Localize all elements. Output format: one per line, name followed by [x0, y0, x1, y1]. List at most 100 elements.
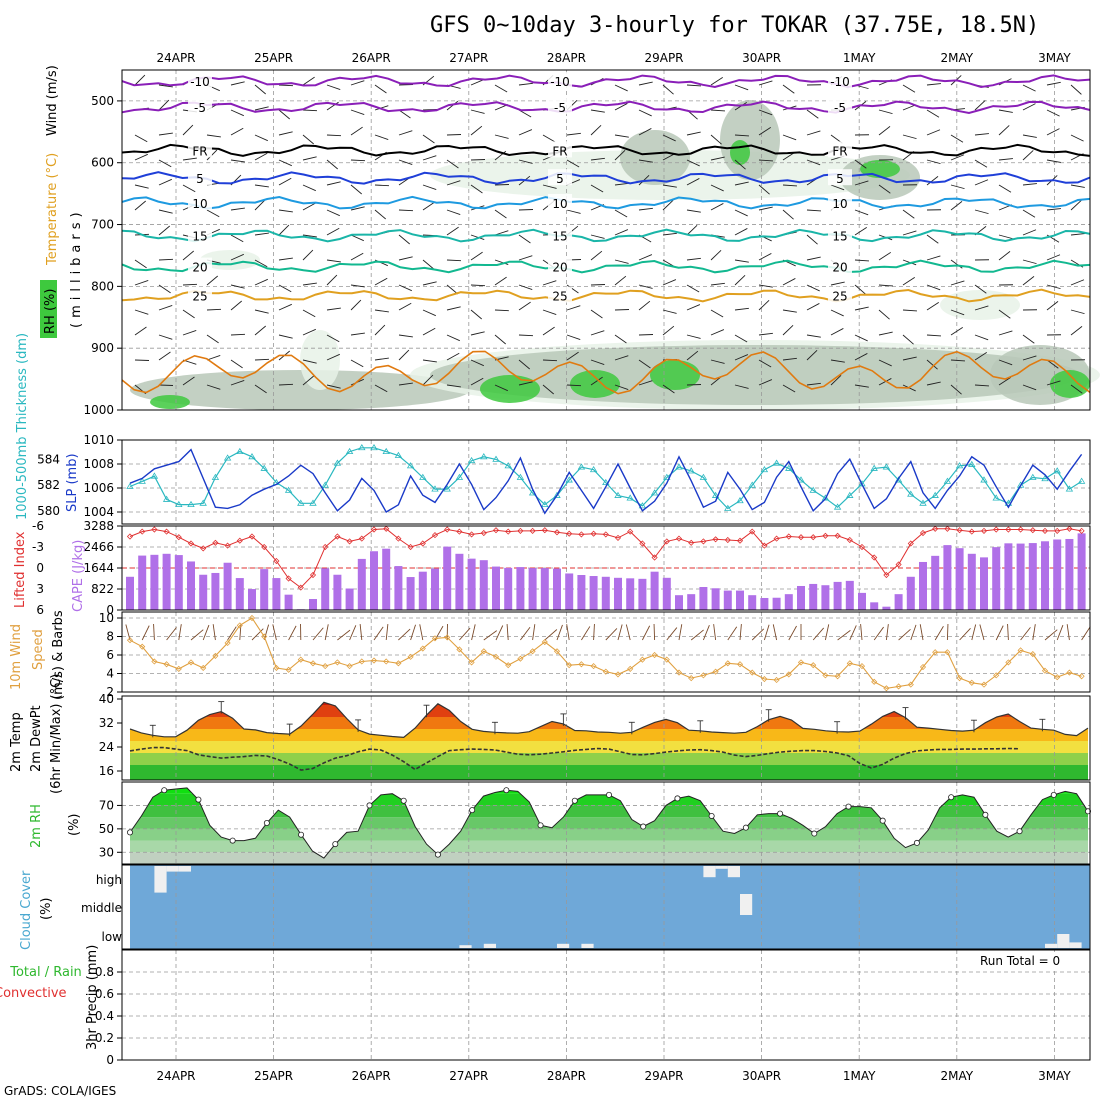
bottom-date-label: 1MAY: [843, 1069, 876, 1083]
wind-barb-staff: [950, 134, 964, 143]
wind-barb-staff: [854, 159, 867, 169]
top-date-label: 28APR: [547, 51, 586, 65]
wind-barb-staff: [302, 249, 314, 261]
cape-bar: [906, 576, 915, 610]
wind-speed-point: [1005, 659, 1012, 666]
isotherm-line: [121, 143, 1091, 157]
wind-barb-staff: [662, 279, 677, 286]
wind-barb-staff: [158, 334, 173, 340]
isotherm-label-bg: [188, 257, 212, 274]
wind-barb-staff: [854, 334, 868, 342]
wind-barb-staff: [350, 234, 364, 242]
wind-barb-staff: [590, 309, 603, 319]
cape-bar: [1041, 541, 1049, 610]
wind-barb-staff: [590, 109, 605, 113]
wind-barb-staff: [806, 382, 821, 386]
cape-bar: [650, 571, 659, 610]
wind10m-barb: [979, 624, 985, 641]
wind-barb-staff: [734, 181, 749, 186]
wind-barb-staff: [878, 184, 891, 194]
li-point: [505, 528, 512, 535]
wind-barb-staff: [950, 326, 963, 336]
wind10m-barb: [849, 625, 857, 641]
cape-bar: [406, 577, 415, 610]
isotherm-label: -5: [194, 101, 206, 115]
top-date-label: 2MAY: [940, 51, 973, 65]
wind-barb-staff: [302, 234, 317, 238]
wind-barb-staff: [710, 203, 724, 211]
rh-axis-label: RH (%): [43, 289, 58, 334]
wind-speed-point: [383, 658, 390, 665]
wind-barb-staff: [998, 158, 1013, 161]
temperature-axis-label: Temperature (°C): [45, 153, 60, 266]
rh-shade-patch: [200, 250, 260, 270]
wind-barb-staff: [446, 306, 461, 311]
wind-speed-line: [129, 617, 1082, 689]
li-point: [175, 534, 182, 541]
wind10m-barb: [581, 626, 591, 641]
wind-barb-staff: [902, 309, 917, 312]
wind10m-barb: [971, 624, 977, 641]
rh-point: [400, 797, 407, 804]
wind-barb-staff: [926, 381, 941, 386]
li-point: [846, 536, 853, 544]
wind10m-barb: [727, 626, 738, 641]
wind10m-barb: [946, 623, 949, 641]
wind-barb-staff: [998, 359, 1013, 366]
wind-barb-staff: [182, 309, 195, 319]
wind-barb-staff: [1022, 183, 1037, 186]
cape-bar: [528, 568, 537, 610]
precip-tick-label: 0.8: [95, 965, 114, 979]
wind-barb-staff: [278, 159, 292, 167]
wind-barb-staff: [758, 379, 773, 386]
thickness-point: [297, 499, 305, 506]
cape-bar: [150, 554, 159, 610]
wind-barb-staff: [158, 132, 173, 136]
isotherm-label-bg: [548, 193, 572, 210]
wind-barb-staff: [926, 359, 938, 370]
li-point: [370, 526, 378, 533]
wind-speed-point: [187, 659, 195, 666]
cloud-plot-area: [130, 865, 1090, 949]
isotherm-label: FR: [552, 144, 567, 158]
wind-barb-staff: [734, 384, 749, 389]
wind-barb-staff: [710, 282, 725, 286]
thickness-point: [382, 447, 390, 455]
temp-tick-label: 24: [99, 740, 114, 754]
li-point: [688, 539, 695, 546]
wind-speed-point: [297, 656, 304, 663]
wind-barb-staff: [950, 384, 962, 395]
wind10m-barbs: [125, 623, 1091, 641]
wind10m-barb: [1066, 624, 1070, 641]
wind-barb-staff: [494, 334, 507, 345]
cloud-cell: [483, 943, 496, 948]
wind-barb-staff: [830, 359, 845, 363]
wind-barb-staff: [806, 256, 821, 261]
thickness-point: [223, 454, 232, 461]
thickness-point: [748, 481, 756, 488]
wind-barb-staff: [158, 305, 173, 311]
wind-barb-staff: [446, 180, 461, 186]
wind-speed-point: [1066, 669, 1073, 676]
li-point: [590, 530, 597, 537]
wind-barb-staff: [614, 384, 629, 390]
cape-bar: [199, 574, 208, 610]
wind-barb-staff: [1070, 309, 1085, 315]
wind-speed-point: [675, 669, 683, 676]
wind-barb-staff: [302, 328, 316, 336]
cape-bar: [992, 547, 1001, 610]
cape-bar: [370, 551, 378, 610]
cape-bar: [809, 583, 818, 610]
wind-tick-label: 10: [99, 611, 114, 625]
wind-barb-staff: [326, 181, 341, 186]
isotherm-label-bg: [548, 72, 572, 89]
wind-barb-staff: [470, 284, 486, 287]
wind-speed-point: [1041, 667, 1049, 674]
precip-tick-label: 0.6: [95, 987, 114, 1001]
thickness-point: [1065, 485, 1074, 492]
rh-shade-patch: [480, 375, 540, 403]
temp-band: [130, 753, 1088, 765]
wind-speed-point: [541, 638, 548, 646]
wind-barb-staff: [1046, 284, 1061, 290]
wind-barb-staff: [566, 305, 581, 311]
